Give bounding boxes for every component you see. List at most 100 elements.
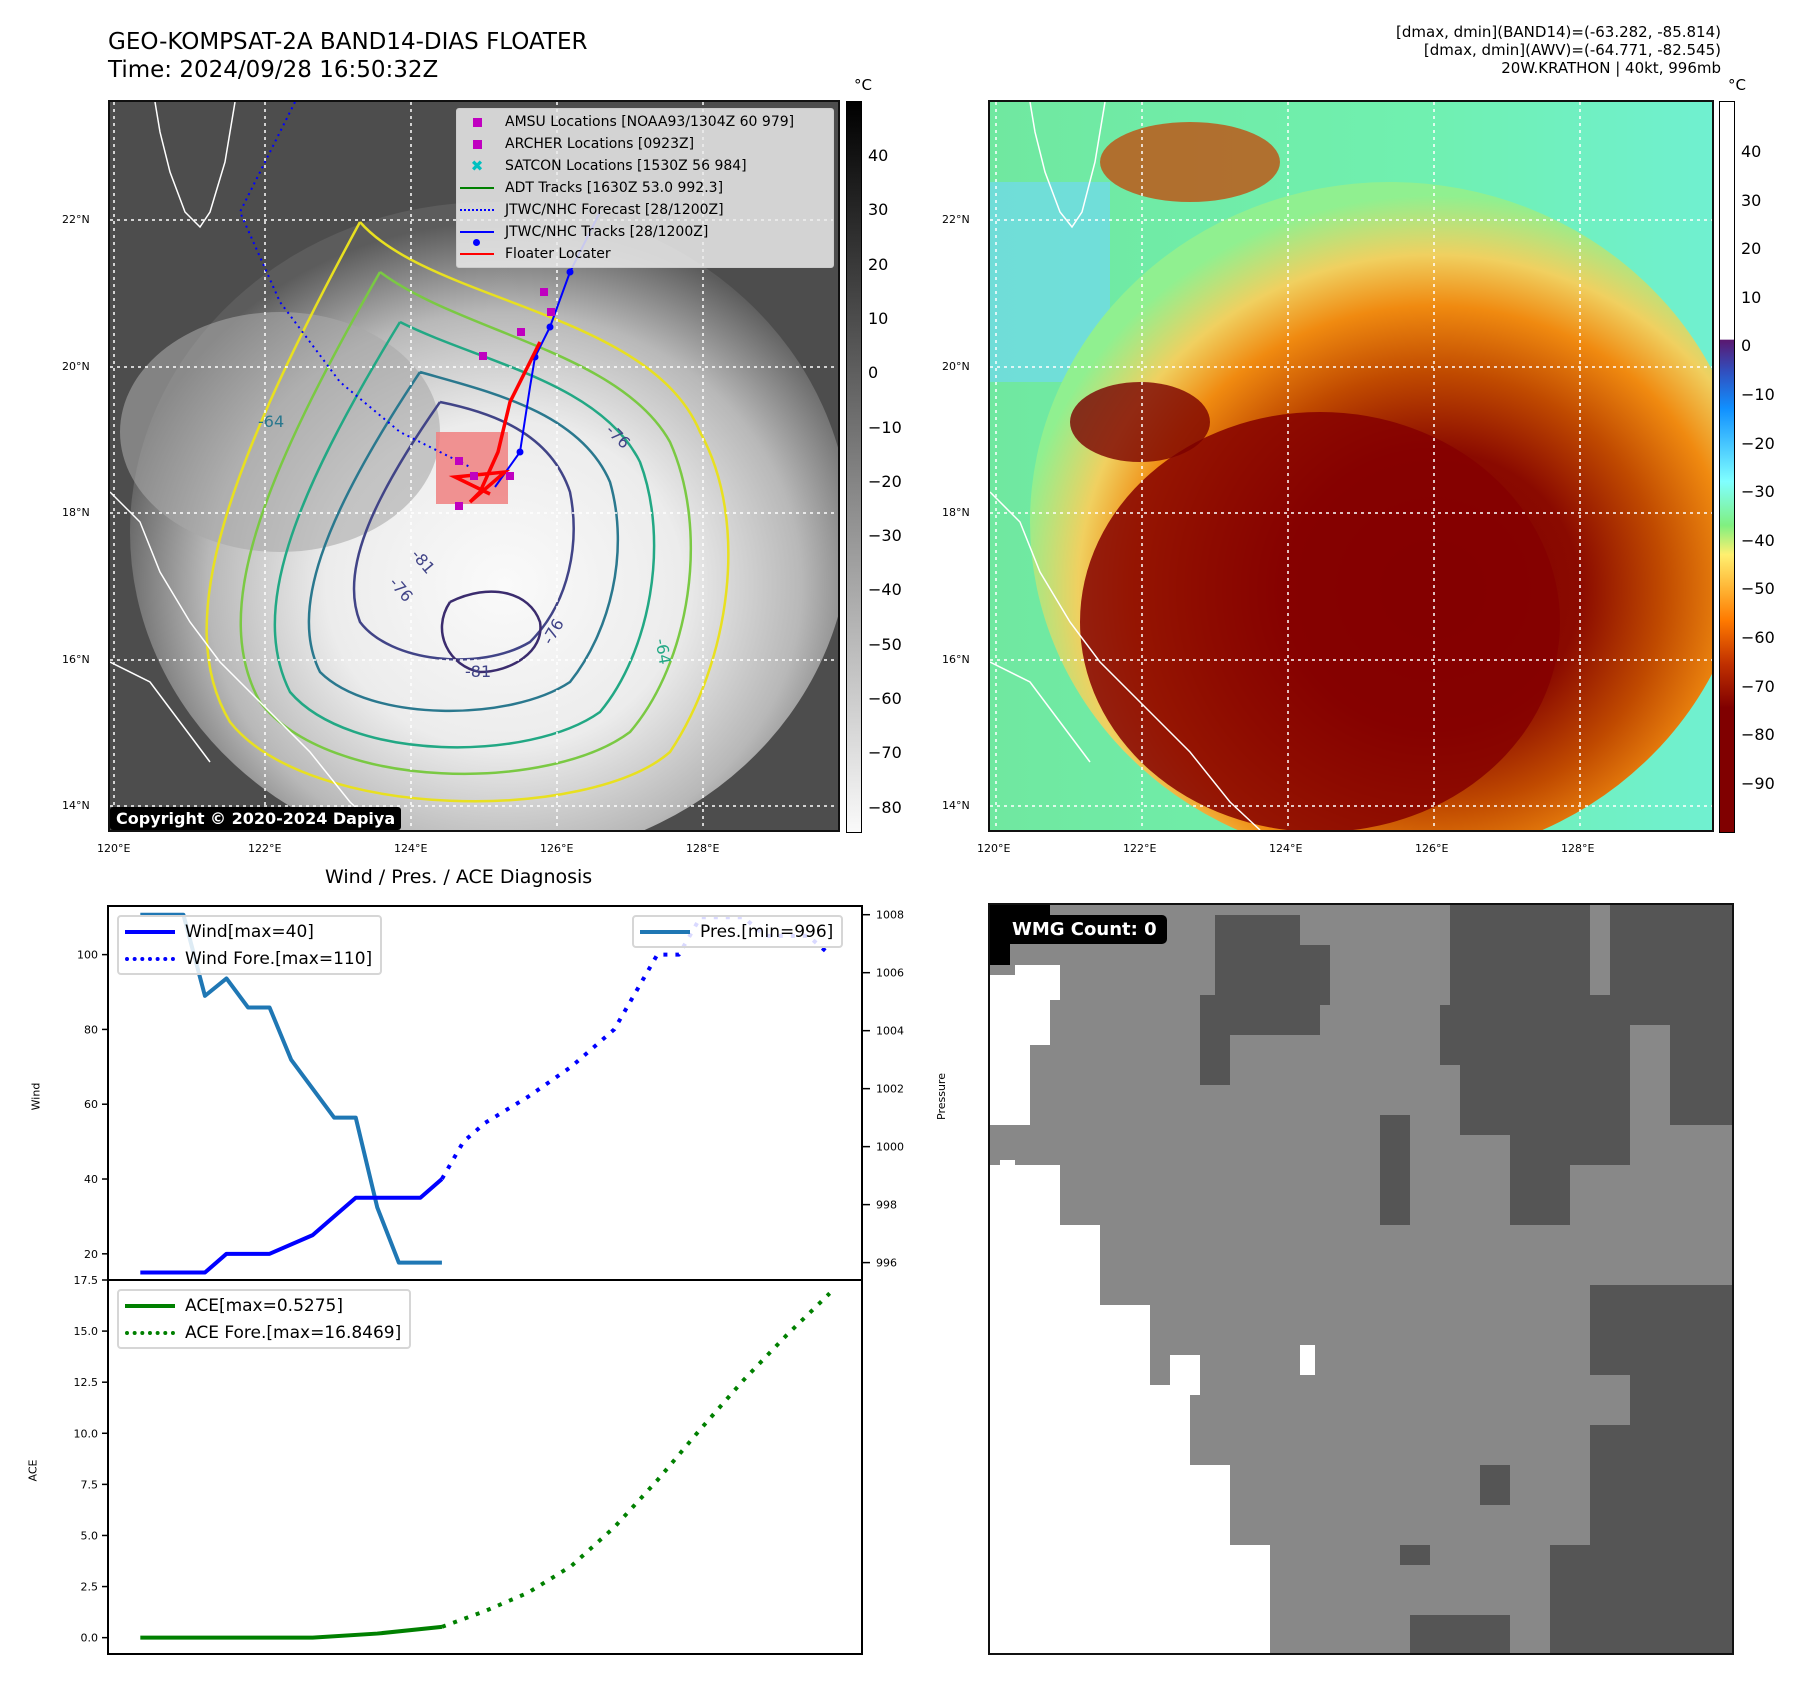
floater-box [436,432,508,504]
colorbar-tick: 20 [1741,239,1762,259]
lat-label: 22°N [62,213,90,226]
ace-tick-label: 7.5 [81,1478,99,1491]
pressure-tick-label: 1008 [876,909,904,922]
colorbar-tick: −50 [1741,579,1775,599]
awv-map-image [990,102,1712,830]
colorbar-tick: −80 [868,797,902,817]
contour-label: -64 [258,412,285,431]
lon-label: 126°E [540,842,574,855]
lon-label: 124°E [1269,842,1303,855]
lat-label: 16°N [942,653,970,666]
map-grid [990,102,1712,830]
ace-forecast-line [441,1291,832,1629]
colorbar-tick: −10 [868,417,902,437]
colorbar-tick: 30 [868,200,889,220]
lon-label: 120°E [97,842,131,855]
line-marker-icon [460,253,494,255]
pressure-line [140,912,442,1265]
info-band14: [dmax, dmin](BAND14)=(-63.282, -85.814) [1396,23,1721,41]
ace-tick-label: 12.5 [74,1376,99,1389]
colorbar-tick: 0 [1741,336,1752,356]
legend-item-amsu: AMSU Locations [NOAA93/1304Z 60 979] [457,111,833,133]
lat-label: 14°N [62,799,90,812]
lat-label: 18°N [62,506,90,519]
colorbar-tick: −40 [1741,530,1775,550]
wind-tick-label: 20 [84,1248,98,1261]
wind-tick-label: 60 [84,1098,98,1111]
title-line-1: GEO-KOMPSAT-2A BAND14-DIAS FLOATER [108,29,588,55]
colorbar-tick: 10 [868,308,889,328]
lon-label: 128°E [1561,842,1595,855]
map-legend: AMSU Locations [NOAA93/1304Z 60 979] ARC… [456,108,834,268]
lat-label: 20°N [942,360,970,373]
legend-item-archer: ARCHER Locations [0923Z] [457,133,833,155]
lon-label: 124°E [394,842,428,855]
dotted-line-icon [460,209,494,211]
title-line-2: Time: 2024/09/28 16:50:32Z [108,57,439,83]
ace-line [140,1624,443,1640]
wind-tick-label: 80 [84,1023,98,1036]
ace-tick-label: 5.0 [81,1529,99,1542]
legend-item-satcon: ✖ SATCON Locations [1530Z 56 984] [457,155,833,177]
solid-line-icon [640,929,690,934]
pressure-tick-label: 1002 [876,1083,904,1096]
awv-map-panel[interactable] [988,100,1714,832]
colorbar-tick: −40 [868,580,902,600]
lon-label: 122°E [1123,842,1157,855]
dotted-line-icon [125,1330,175,1335]
colorbar-tick: −60 [868,689,902,708]
legend-item-ace-forecast: ACE Fore.[max=16.8469] [119,1319,401,1346]
lon-label: 120°E [977,842,1011,855]
figure-title: GEO-KOMPSAT-2A BAND14-DIAS FLOATER Time:… [108,28,588,84]
contour-label: -81 [465,662,492,681]
legend-item-ace: ACE[max=0.5275] [119,1292,401,1319]
x-marker-icon: ✖ [470,157,484,175]
legend-item-floater: Floater Locater [457,243,833,265]
pressure-tick-label: 996 [876,1257,897,1270]
line-marker-icon [460,187,494,189]
colorbar-tick: −30 [868,526,902,546]
diagnosis-title: Wind / Pres. / ACE Diagnosis [325,866,593,888]
ace-tick-label: 2.5 [81,1581,99,1594]
lat-label: 22°N [942,213,970,226]
colorbar-tick: −90 [1741,773,1775,793]
pressure-tick-label: 998 [876,1199,897,1212]
ir-map-panel[interactable]: -64 -76 -81 -76 -64 -81 -76 AMSU Locatio… [108,100,840,832]
colorbar-tick: 30 [1741,190,1762,210]
wind-tick-label: 100 [77,949,98,962]
lon-label: 122°E [248,842,282,855]
solid-line-icon [125,1303,175,1308]
square-marker-icon [472,117,482,127]
colorbar-tick: −30 [1741,482,1775,502]
colorbar-tick: 40 [868,146,889,165]
ir-colorbar [846,101,862,833]
floater-locater-track [448,341,542,504]
lat-label: 18°N [942,506,970,519]
lon-label: 126°E [1415,842,1449,855]
wmg-image [990,905,1732,1653]
legend-item-pressure: Pres.[min=996] [634,918,833,945]
ace-legend: ACE[max=0.5275] ACE Fore.[max=16.8469] [117,1289,412,1349]
wmg-panel[interactable]: WMG Count: 0 [988,903,1734,1655]
legend-item-tracks: JTWC/NHC Tracks [28/1200Z] [457,221,833,246]
info-storm: 20W.KRATHON | 40kt, 996mb [1501,59,1721,77]
colorbar-tick: −50 [868,634,902,654]
wind-forecast-line [440,915,831,1181]
wmg-count-badge: WMG Count: 0 [1002,915,1167,944]
colorbar-unit: °C [854,76,872,94]
coastlines [110,102,381,830]
ace-axes-frame [107,1279,863,1655]
square-marker-icon [472,139,482,149]
lat-label: 20°N [62,360,90,373]
colorbar-tick: −70 [1741,676,1775,696]
legend-item-wind-forecast: Wind Fore.[max=110] [119,945,372,972]
solid-line-icon [125,929,175,934]
pressure-axis-label: Pressure [934,1073,948,1120]
colorbar-tick: 10 [1741,287,1762,307]
pressure-legend: Pres.[min=996] [632,915,844,948]
temperature-contours [205,221,730,803]
dotted-line-icon [125,956,175,961]
colorbar-tick: −60 [1741,628,1775,647]
colorbar-tick: 40 [1741,142,1762,161]
lat-label: 14°N [942,799,970,812]
